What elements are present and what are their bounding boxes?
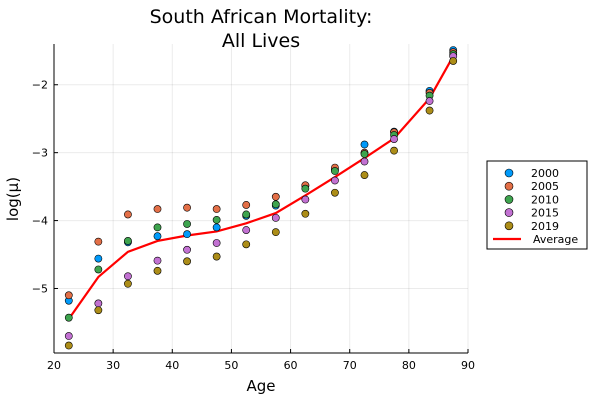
axes: [53, 44, 468, 354]
data-point: [449, 57, 458, 65]
x-tick-label: 60: [284, 359, 298, 372]
data-point: [242, 240, 251, 249]
data-point: [242, 210, 251, 219]
y-tick-label: −4: [32, 215, 48, 228]
series-2005: [64, 48, 458, 300]
data-point: [183, 230, 191, 239]
x-tick-label: 40: [165, 359, 179, 372]
x-tick-label: 50: [224, 359, 238, 372]
y-tick-label: −2: [32, 79, 48, 92]
y-axis-title: log(μ): [4, 177, 22, 221]
y-ticks: −5 −4 −3 −2: [32, 79, 58, 295]
legend-label: Average: [533, 233, 578, 246]
series-2015: [64, 52, 458, 340]
x-tick-label: 70: [343, 359, 357, 372]
legend-swatch-point: [504, 208, 514, 217]
legend-label: 2010: [531, 193, 559, 206]
legend-label: 2015: [531, 207, 559, 220]
data-point: [94, 254, 103, 263]
data-point: [271, 213, 280, 222]
x-axis-title: Age: [246, 377, 275, 395]
data-point: [212, 252, 221, 261]
data-point: [271, 200, 280, 209]
series-2019: [64, 57, 458, 350]
x-tick-label: 30: [106, 359, 120, 372]
data-point: [212, 239, 221, 247]
data-point: [124, 279, 132, 288]
data-point: [242, 226, 251, 234]
legend-swatch-point: [504, 168, 514, 178]
data-point: [94, 237, 103, 246]
legend-swatch-point: [504, 221, 514, 231]
legend-swatch-point: [504, 195, 514, 204]
data-point: [242, 201, 251, 209]
legend-swatch-point: [504, 181, 514, 191]
data-point: [360, 157, 369, 166]
y-tick-label: −3: [32, 147, 48, 160]
legend-label: 2005: [531, 180, 559, 193]
data-point: [301, 209, 310, 218]
data-point: [212, 205, 221, 213]
data-point: [153, 266, 162, 275]
x-tick-label: 80: [402, 359, 416, 372]
data-point: [212, 223, 221, 232]
data-point: [153, 232, 162, 241]
data-point: [183, 257, 191, 266]
data-point: [271, 192, 280, 201]
series-2010: [64, 50, 458, 322]
data-point: [360, 150, 369, 158]
data-point: [331, 176, 339, 185]
data-point: [124, 210, 132, 219]
legend-label: 2000: [531, 167, 559, 180]
data-point: [64, 313, 73, 322]
data-point: [183, 245, 191, 254]
data-point: [153, 256, 162, 265]
data-point: [183, 220, 191, 228]
data-point: [390, 146, 398, 155]
data-point: [153, 223, 162, 232]
data-point: [94, 299, 103, 308]
series-line-average: [67, 55, 455, 320]
data-point: [183, 203, 191, 212]
x-ticks: 20 30 40 50 60 70 80 90: [47, 349, 475, 372]
data-point: [124, 272, 132, 281]
data-point: [271, 228, 280, 237]
data-point: [360, 140, 369, 149]
data-point: [94, 265, 103, 274]
data-point: [153, 205, 162, 213]
legend-label: 2019: [531, 220, 559, 233]
data-point: [301, 195, 310, 204]
data-point: [94, 306, 103, 315]
data-point: [425, 106, 434, 115]
data-point: [64, 341, 73, 350]
data-point: [360, 171, 369, 179]
y-tick-label: −5: [32, 282, 48, 295]
series: [64, 46, 458, 350]
legend-box: [486, 160, 588, 250]
data-point: [301, 184, 310, 193]
x-tick-label: 90: [461, 359, 475, 372]
data-point: [425, 97, 434, 105]
chart-title-line1: South African Mortality:: [150, 6, 373, 28]
data-point: [124, 237, 132, 245]
data-point: [64, 332, 73, 340]
data-point: [390, 135, 398, 143]
grid: [53, 44, 469, 353]
data-point: [331, 167, 339, 175]
x-tick-label: 20: [47, 359, 61, 372]
chart-title-line2: All Lives: [222, 30, 300, 52]
data-point: [212, 215, 221, 224]
data-point: [64, 291, 73, 300]
data-point: [331, 188, 339, 197]
